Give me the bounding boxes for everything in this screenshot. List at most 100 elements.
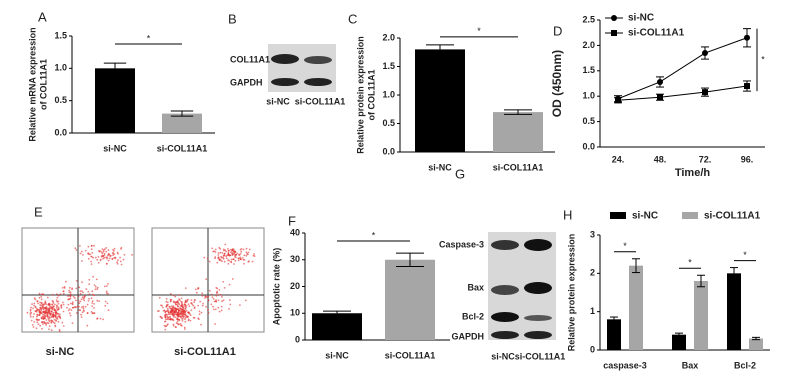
x-tick-label: Bax	[682, 360, 699, 370]
flow-dot	[180, 310, 183, 313]
flow-dot	[172, 324, 175, 327]
flow-dot	[26, 311, 29, 314]
flow-dot	[54, 309, 56, 311]
flow-dot	[190, 299, 193, 301]
flow-dot	[48, 304, 51, 306]
flow-dot	[181, 306, 184, 309]
flow-dot	[222, 248, 225, 251]
flow-dot	[170, 310, 173, 313]
marker	[657, 94, 663, 101]
flow-dot	[107, 249, 110, 252]
flow-dot	[48, 302, 51, 305]
flow-dot	[174, 326, 177, 328]
flow-dot	[221, 252, 224, 254]
flow-dot	[220, 309, 223, 312]
flow-dot	[41, 303, 44, 306]
bar	[415, 49, 465, 152]
flow-dot	[177, 308, 180, 311]
flow-dot	[55, 319, 57, 322]
flow-dot	[184, 328, 186, 330]
bar	[694, 281, 708, 350]
flow-dot	[217, 306, 220, 309]
flow-dot	[75, 312, 78, 314]
flow-dot	[46, 321, 49, 324]
marker	[744, 34, 750, 41]
flow-dot	[86, 303, 89, 306]
y-tick-label: 0.5	[382, 118, 395, 128]
flow-dot	[68, 312, 71, 315]
flow-dot	[57, 302, 60, 305]
flow-dot	[216, 287, 219, 290]
flow-dot	[78, 309, 81, 311]
flow-dot	[184, 318, 186, 320]
significance-label: *	[623, 241, 627, 251]
flow-dot	[31, 303, 33, 305]
flow-dot	[71, 306, 74, 309]
y-tick-label: 0	[295, 334, 300, 344]
flow-dot	[176, 318, 179, 321]
flow-dot	[39, 304, 41, 306]
flow-dot	[167, 313, 170, 316]
flow-dot	[229, 248, 232, 251]
flow-dot	[90, 255, 93, 258]
y-tick-label: 20	[290, 281, 300, 291]
flow-dot	[56, 296, 59, 299]
blot-label: GAPDH	[451, 331, 484, 341]
flow-dot	[233, 250, 236, 253]
flow-dot	[94, 256, 97, 259]
flow-dot	[236, 252, 239, 255]
flow-dot	[93, 284, 96, 286]
flow-dot	[105, 256, 107, 259]
flow-dot	[108, 254, 111, 256]
y-axis-label: Relative mRNA expression	[27, 27, 37, 141]
flow-dot	[228, 283, 231, 286]
flow-dot	[113, 247, 116, 250]
flow-dot	[182, 316, 185, 318]
blot-label: Bcl-2	[462, 311, 484, 321]
y-axis-label: of COL11A1	[366, 69, 376, 120]
flow-dot	[79, 290, 82, 293]
flow-dot	[178, 298, 180, 300]
flow-dot	[180, 308, 183, 311]
flow-dot	[101, 248, 104, 251]
flow-dot	[237, 259, 240, 262]
flow-dot	[104, 285, 106, 288]
flow-label: si-COL11A1	[174, 346, 236, 358]
flow-dot	[180, 315, 183, 318]
x-tick-label: Bcl-2	[734, 360, 756, 370]
flow-dot	[106, 285, 108, 287]
flow-dot	[38, 292, 41, 295]
flow-dot	[39, 301, 41, 304]
flow-dot	[202, 302, 205, 305]
flow-dot	[184, 308, 187, 310]
flow-dot	[42, 315, 45, 318]
flow-dot	[52, 311, 55, 314]
flow-dot	[56, 316, 59, 318]
flow-dot	[71, 301, 74, 304]
flow-dot	[174, 302, 177, 305]
flow-dot	[81, 260, 83, 262]
flow-dot	[164, 325, 167, 328]
flow-dot	[211, 296, 214, 299]
flow-dot	[219, 259, 222, 262]
flow-dot	[56, 304, 58, 307]
flow-dot	[161, 317, 163, 319]
y-tick-label: 30	[290, 254, 300, 264]
y-tick-label: 2	[590, 268, 595, 278]
flow-dot	[212, 298, 215, 300]
flow-dot	[86, 312, 89, 315]
flow-dot	[251, 260, 254, 263]
flow-dot	[242, 248, 245, 251]
flow-dot	[29, 315, 32, 318]
flow-dot	[107, 254, 109, 257]
flow-dot	[227, 251, 230, 254]
flow-dot	[207, 312, 210, 314]
flow-dot	[68, 289, 71, 292]
flow-label: si-NC	[46, 346, 75, 358]
flow-dot	[75, 299, 77, 302]
flow-dot	[123, 253, 126, 256]
flow-dot	[59, 293, 62, 295]
panel-letter: G	[455, 166, 465, 181]
flow-dot	[97, 262, 100, 264]
flow-dot	[166, 304, 169, 307]
